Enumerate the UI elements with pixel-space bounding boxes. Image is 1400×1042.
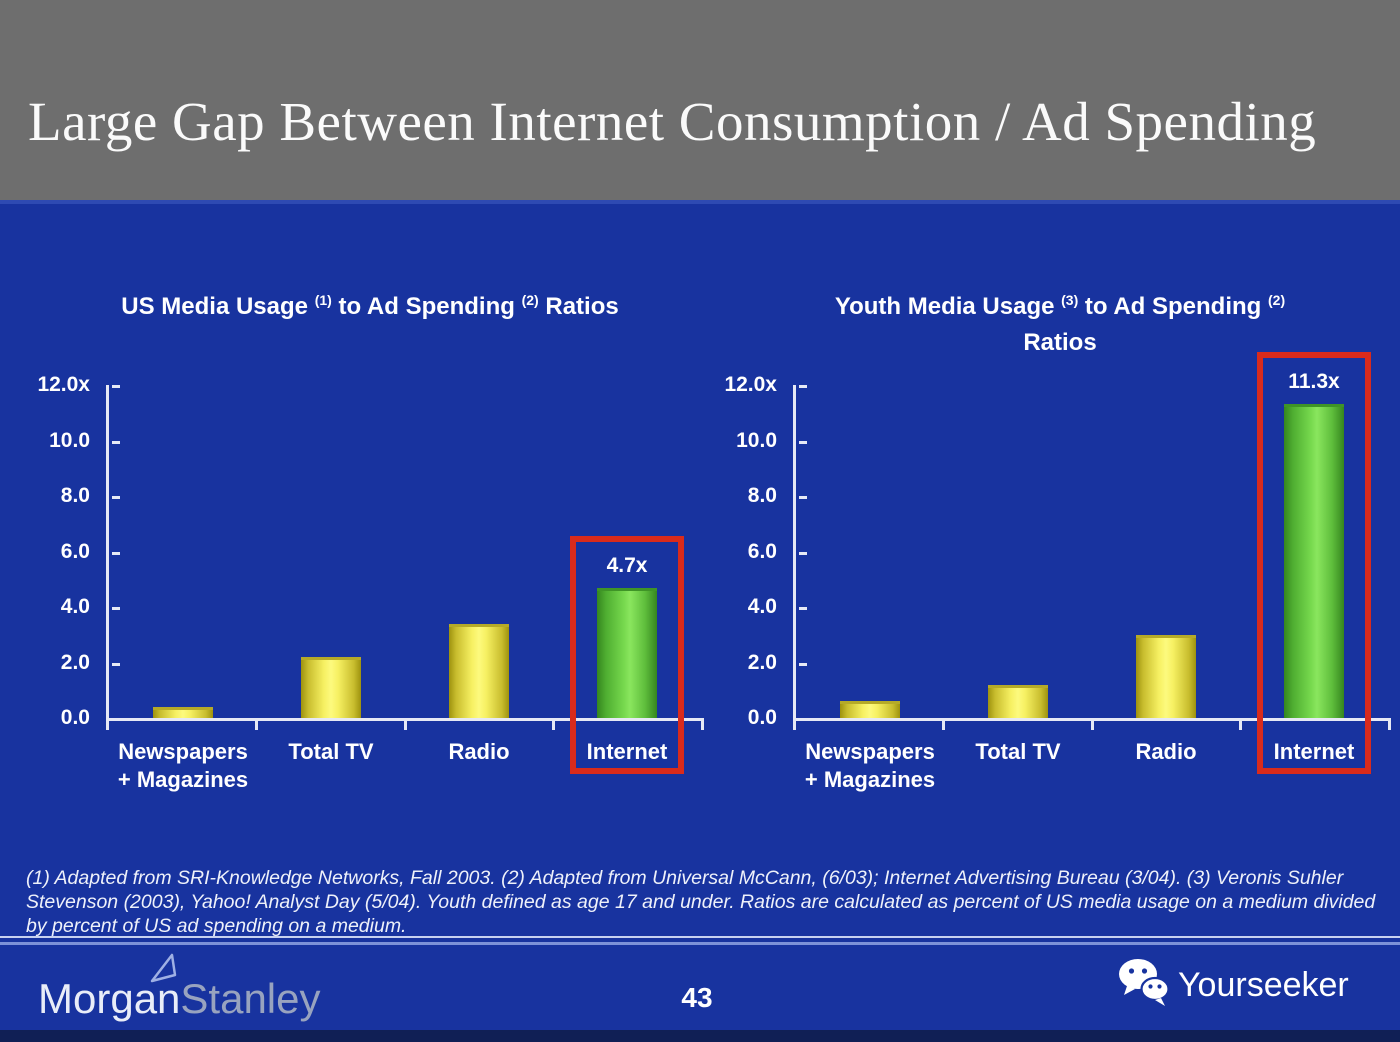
category-label-internet: Internet xyxy=(1273,739,1355,764)
y-axis-tick xyxy=(799,440,807,444)
x-axis-tick xyxy=(793,721,796,730)
y-axis-tick xyxy=(112,440,120,444)
x-axis-tick xyxy=(701,721,704,730)
superscript-note: (2) xyxy=(521,292,539,308)
y-axis-tick xyxy=(799,385,807,388)
bar-value-label: 4.7x xyxy=(606,553,648,577)
bar-total-tv xyxy=(988,685,1048,718)
category-label-newspapers: Newspapers + Magazines xyxy=(804,739,936,792)
logo-morgan: Morgan xyxy=(38,975,181,1022)
header-divider xyxy=(0,200,1400,204)
y-axis-tick xyxy=(799,551,807,555)
x-axis-tick xyxy=(106,721,109,730)
bottom-strip xyxy=(0,1030,1400,1042)
bar-newspapers xyxy=(153,707,213,718)
chart-title-text: to Ad Spending xyxy=(331,293,522,320)
footnote: (1) Adapted from SRI-Knowledge Networks,… xyxy=(26,867,1376,937)
morgan-stanley-logo: MorganStanley xyxy=(38,978,321,1020)
category-label-total-tv: Total TV xyxy=(288,739,374,764)
superscript-note: (3) xyxy=(1061,292,1079,308)
y-axis-label: 2.0 xyxy=(60,650,90,674)
page-title: Large Gap Between Internet Consumption /… xyxy=(28,91,1317,152)
y-axis-label: 2.0 xyxy=(747,650,777,674)
yourseeker-brand: Yourseeker xyxy=(1118,958,1349,1012)
category-label-newspapers: Newspapers + Magazines xyxy=(117,739,249,792)
chart-title-text: Ratios xyxy=(538,293,619,320)
chart-title-text: Youth Media Usage xyxy=(834,293,1062,320)
x-axis-tick xyxy=(254,721,258,730)
y-axis-line xyxy=(793,385,796,721)
superscript-note: (2) xyxy=(1268,292,1286,308)
category-label-radio: Radio xyxy=(448,739,510,764)
logo-stanley: Stanley xyxy=(180,975,321,1022)
chart-title: US Media Usage (1) to Ad Spending (2) Ra… xyxy=(40,290,700,326)
chart-us-media-usage: US Media Usage (1) to Ad Spending (2) Ra… xyxy=(37,280,704,800)
superscript-note: (1) xyxy=(314,292,332,308)
y-axis-tick xyxy=(112,551,120,555)
y-axis-tick xyxy=(112,385,120,388)
bar-internet xyxy=(597,588,657,718)
x-axis-line xyxy=(106,718,704,721)
y-axis-tick xyxy=(799,496,807,499)
y-axis-label: 6.0 xyxy=(747,539,777,563)
bar-newspapers xyxy=(840,701,900,718)
y-axis-tick xyxy=(112,496,120,499)
highlight-box xyxy=(570,535,684,774)
x-axis-tick xyxy=(403,721,407,730)
separator-line-bottom xyxy=(0,942,1400,945)
bar-value-label: 11.3x xyxy=(1288,370,1340,394)
y-axis-tick xyxy=(112,662,120,666)
chart-title-text: Ratios xyxy=(1023,329,1097,356)
bar-radio xyxy=(1136,635,1196,718)
y-axis-line xyxy=(106,385,109,721)
y-axis-tick xyxy=(799,662,807,666)
x-axis-tick xyxy=(1239,721,1243,730)
x-axis-tick xyxy=(941,721,945,730)
x-axis-tick xyxy=(1388,721,1391,730)
chart-title: Youth Media Usage (3) to Ad Spending (2)… xyxy=(720,290,1400,360)
x-axis-line xyxy=(793,718,1391,721)
separator-line-top xyxy=(0,936,1400,938)
brand-name: Yourseeker xyxy=(1178,966,1349,1004)
y-axis-label: 8.0 xyxy=(747,484,777,507)
category-label-internet: Internet xyxy=(586,739,668,764)
x-axis-tick xyxy=(1090,721,1094,730)
highlight-box xyxy=(1257,352,1371,774)
x-axis-tick xyxy=(552,721,556,730)
y-axis-label: 0.0 xyxy=(747,706,777,729)
y-axis-tick xyxy=(799,607,807,610)
category-label-total-tv: Total TV xyxy=(975,739,1061,764)
chart-title-text: US Media Usage xyxy=(121,293,315,320)
bar-radio xyxy=(449,624,509,718)
footer-separator xyxy=(0,936,1400,945)
y-axis-label: 12.0x xyxy=(37,373,90,396)
slide-header: Large Gap Between Internet Consumption /… xyxy=(0,0,1400,200)
chart-title-text: to Ad Spending xyxy=(1078,293,1268,320)
y-axis-tick xyxy=(112,607,120,610)
logo-triangle-icon xyxy=(148,951,178,990)
page-number: 43 xyxy=(681,982,713,1013)
y-axis-label: 6.0 xyxy=(60,539,90,563)
y-axis-label: 10.0 xyxy=(736,428,777,452)
category-label-radio: Radio xyxy=(1135,739,1197,764)
bar-total-tv xyxy=(301,657,361,718)
y-axis-label: 4.0 xyxy=(747,595,777,618)
y-axis-label: 8.0 xyxy=(60,484,90,507)
wechat-icon xyxy=(1118,959,1172,1012)
y-axis-label: 12.0x xyxy=(724,373,777,396)
y-axis-label: 10.0 xyxy=(49,428,90,452)
y-axis-label: 0.0 xyxy=(60,706,90,729)
chart-youth-media-usage: Youth Media Usage (3) to Ad Spending (2)… xyxy=(720,280,1400,800)
bar-internet xyxy=(1284,404,1344,718)
y-axis-label: 4.0 xyxy=(60,595,90,618)
